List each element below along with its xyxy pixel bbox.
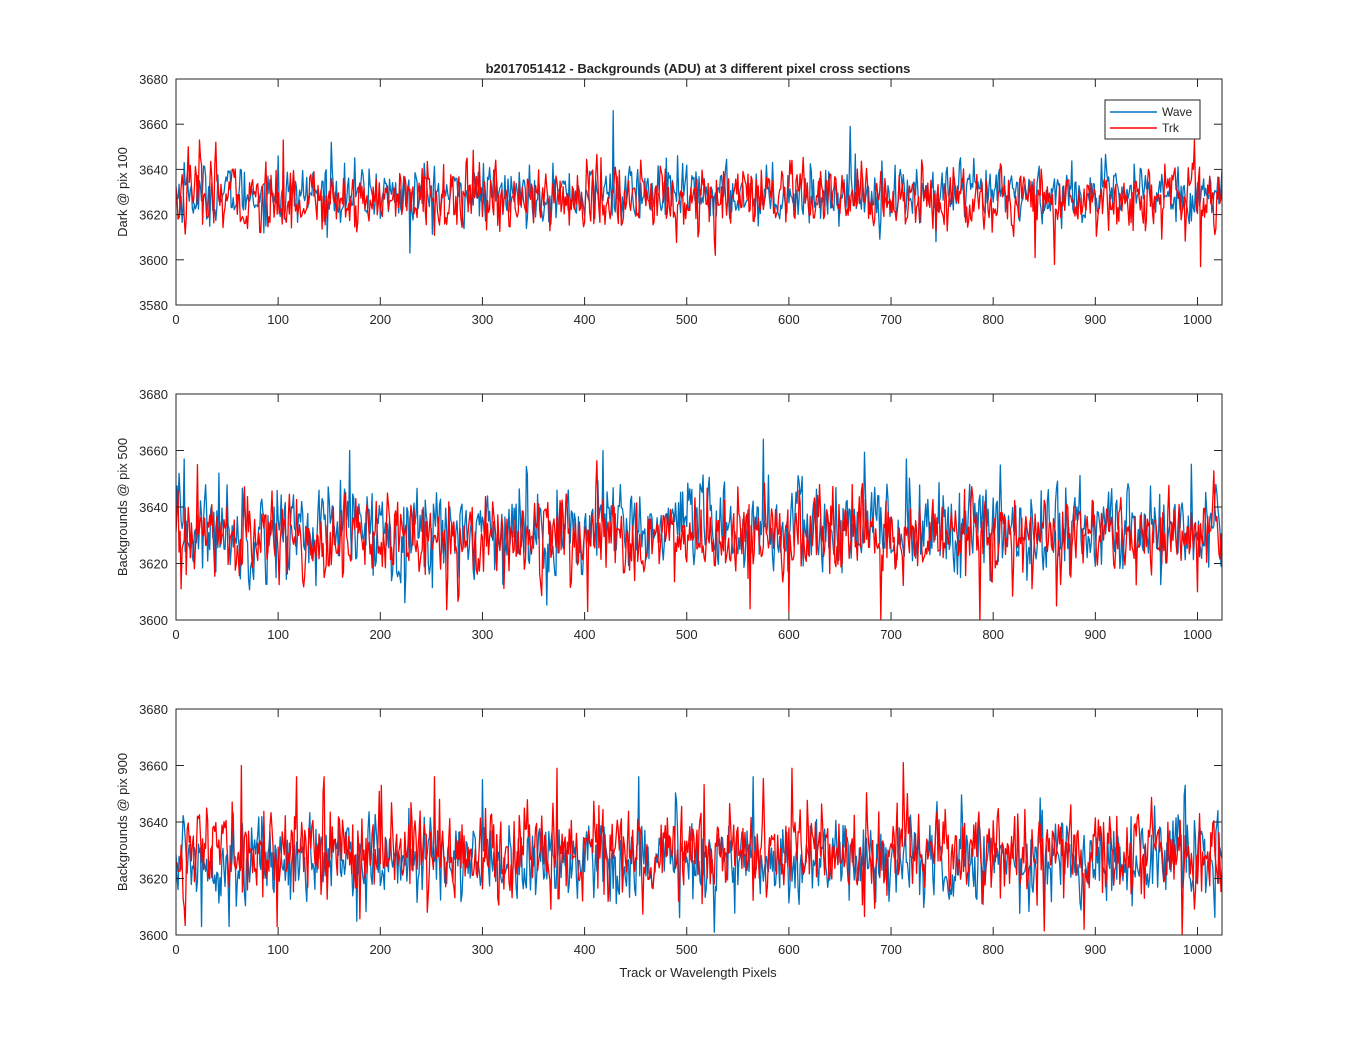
x-tick-label: 0 <box>172 312 179 327</box>
y-tick-label: 3600 <box>139 253 168 268</box>
y-tick-label: 3580 <box>139 298 168 313</box>
x-tick-label: 500 <box>676 627 698 642</box>
x-tick-label: 900 <box>1084 312 1106 327</box>
x-tick-label: 500 <box>676 942 698 957</box>
y-axis-label: Backgrounds @ pix 500 <box>115 438 130 576</box>
y-tick-label: 3620 <box>139 557 168 572</box>
series-line-wave <box>176 776 1222 933</box>
x-tick-label: 200 <box>369 627 391 642</box>
x-tick-label: 200 <box>369 942 391 957</box>
series-line-wave <box>176 438 1222 606</box>
x-tick-label: 800 <box>982 942 1004 957</box>
y-tick-label: 3640 <box>139 500 168 515</box>
x-tick-label: 800 <box>982 312 1004 327</box>
chart-title: b2017051412 - Backgrounds (ADU) at 3 dif… <box>486 61 911 76</box>
panel-1: 0 100 200 300 400 500 600 700 800 900 1000 3580 3600… <box>115 72 1223 327</box>
x-tick-label: 700 <box>880 942 902 957</box>
y-tick-label: 3660 <box>139 117 168 132</box>
x-tick-label: 700 <box>880 627 902 642</box>
x-tick-label: 500 <box>676 312 698 327</box>
y-tick-label: 3620 <box>139 872 168 887</box>
legend-label-wave: Wave <box>1162 105 1193 119</box>
y-tick-label: 3600 <box>139 928 168 943</box>
x-tick-label: 600 <box>778 942 800 957</box>
panel-3: 0 100 200 300 400 500 600 700 800 900 1000 3600 3620… <box>115 702 1223 957</box>
x-tick-label: 100 <box>267 627 289 642</box>
y-tick-label: 3660 <box>139 444 168 459</box>
legend-label-trk: Trk <box>1162 121 1180 135</box>
x-axis-label: Track or Wavelength Pixels <box>619 965 777 980</box>
x-tick-label: 300 <box>472 627 494 642</box>
y-tick-label: 3680 <box>139 387 168 402</box>
x-tick-label: 1000 <box>1183 942 1212 957</box>
panel-2: 0 100 200 300 400 500 600 700 800 900 1000 3600 3620… <box>115 387 1223 642</box>
x-tick-label: 700 <box>880 312 902 327</box>
axes-box <box>175 78 1223 306</box>
x-tick-label: 1000 <box>1183 627 1212 642</box>
y-tick-label: 3680 <box>139 72 168 87</box>
series-line-trk <box>176 762 1222 935</box>
x-tick-label: 900 <box>1084 627 1106 642</box>
y-tick-label: 3640 <box>139 162 168 177</box>
y-tick-label: 3660 <box>139 759 168 774</box>
x-tick-label: 0 <box>172 942 179 957</box>
x-tick-label: 400 <box>574 942 596 957</box>
x-tick-label: 300 <box>472 942 494 957</box>
legend-box <box>1104 99 1201 140</box>
x-tick-label: 900 <box>1084 942 1106 957</box>
x-tick-label: 100 <box>267 312 289 327</box>
x-tick-label: 100 <box>267 942 289 957</box>
x-tick-label: 400 <box>574 312 596 327</box>
x-tick-label: 800 <box>982 627 1004 642</box>
y-tick-label: 3600 <box>139 613 168 628</box>
panels: 0 100 200 300 400 500 600 700 800 900 100035803600… <box>115 72 1223 957</box>
series-line-trk <box>176 460 1222 620</box>
y-tick-label: 3620 <box>139 208 168 223</box>
x-tick-label: 300 <box>472 312 494 327</box>
y-tick-label: 3640 <box>139 815 168 830</box>
y-axis-label: Backgrounds @ pix 900 <box>115 753 130 891</box>
x-tick-label: 400 <box>574 627 596 642</box>
x-tick-label: 0 <box>172 627 179 642</box>
y-axis-label: Dark @ pix 100 <box>115 147 130 237</box>
x-tick-label: 600 <box>778 627 800 642</box>
y-tick-label: 3680 <box>139 702 168 717</box>
x-tick-label: 1000 <box>1183 312 1212 327</box>
legend: Wave Trk <box>1104 99 1201 140</box>
series-line-trk <box>176 139 1222 268</box>
x-tick-label: 600 <box>778 312 800 327</box>
x-tick-label: 200 <box>369 312 391 327</box>
